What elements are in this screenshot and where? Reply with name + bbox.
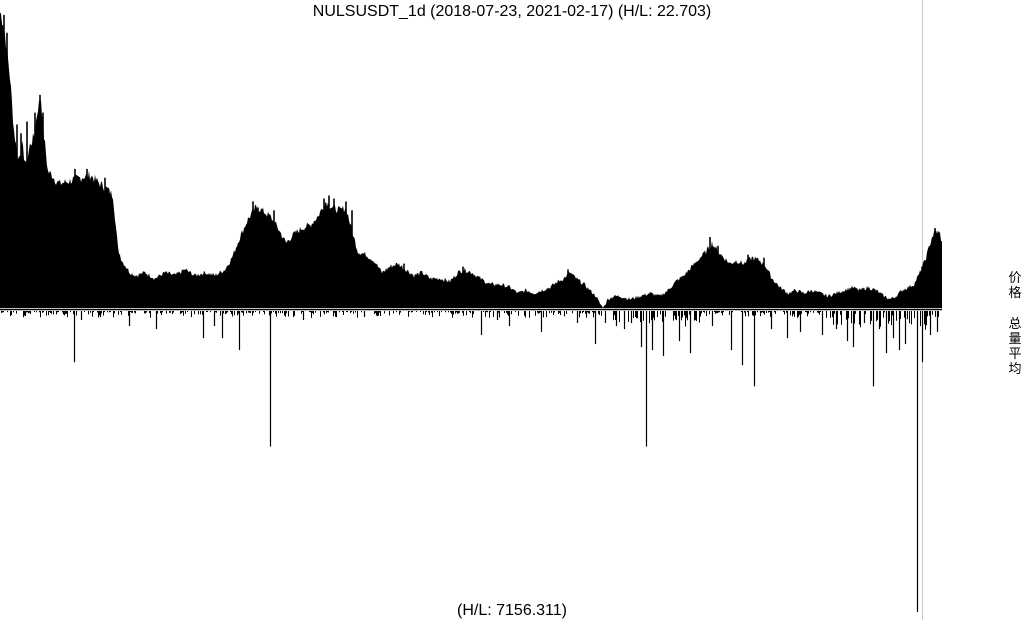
price-area (0, 12, 942, 308)
price-axis-label: 价格 (1008, 271, 1022, 301)
volume-axis-label: 总量平均 (1008, 317, 1022, 377)
volume-hl-note: (H/L: 7156.311) (457, 602, 567, 619)
chart-title: NULSUSDT_1d (2018-07-23, 2021-02-17) (H/… (312, 3, 712, 20)
volume-bars (1, 311, 939, 612)
price-area-series (0, 12, 942, 308)
